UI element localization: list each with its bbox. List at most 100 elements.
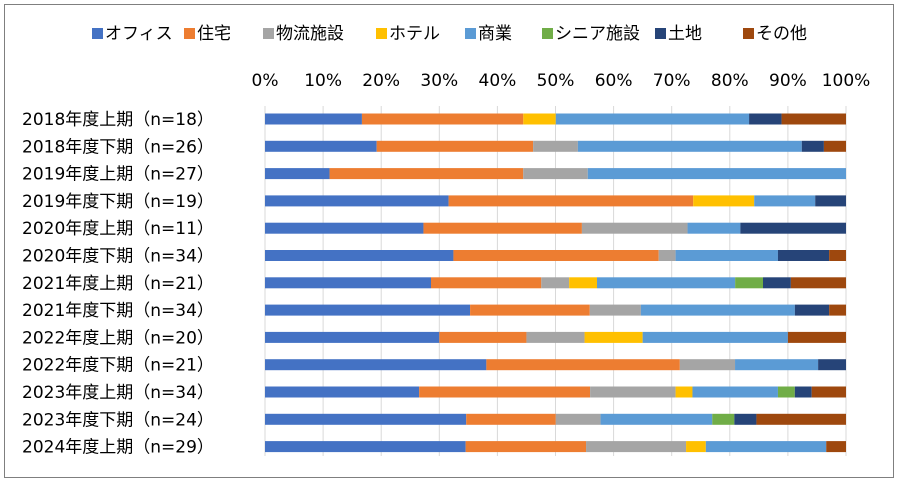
bar-segment-r5-s4: [675, 250, 778, 261]
bar-segment-r4-s1: [423, 222, 582, 234]
bar-segment-r7-s0: [265, 304, 471, 316]
legend-label-7: その他: [756, 24, 807, 44]
bar-segment-r7-s2: [589, 304, 641, 316]
bar-segment-r2-s1: [329, 168, 524, 180]
bar-segment-r7-s1: [470, 304, 590, 316]
bar-segment-r5-s6: [777, 250, 830, 261]
legend-swatch-6: [655, 28, 666, 39]
bar-segment-r0-s1: [361, 113, 524, 125]
category-label-2: 2019年度上期（n=27）: [22, 165, 214, 185]
bar-segment-r12-s4: [705, 441, 827, 453]
bar-segment-r4-s6: [740, 222, 846, 234]
bar-segment-r0-s6: [749, 113, 782, 125]
legend-swatch-2: [263, 28, 274, 39]
bar-segment-r11-s1: [466, 413, 556, 425]
category-label-9: 2022年度下期（n=21）: [22, 356, 214, 376]
bar-segment-r10-s6: [794, 386, 812, 398]
category-label-12: 2024年度上期（n=29）: [22, 438, 214, 458]
category-label-6: 2021年度上期（n=21）: [22, 274, 214, 294]
category-label-7: 2021年度下期（n=34）: [22, 301, 214, 321]
legend-swatch-4: [465, 28, 476, 39]
legend-label-3: ホテル: [389, 24, 440, 44]
bar-segment-r7-s7: [829, 304, 846, 316]
category-label-5: 2020年度下期（n=34）: [22, 247, 214, 267]
bar-segment-r1-s4: [577, 140, 802, 152]
bar-segment-r10-s0: [265, 386, 420, 398]
x-tick-label-10: 100%: [822, 71, 871, 91]
bar-segment-r11-s6: [734, 413, 757, 425]
bar-segment-r8-s1: [439, 331, 527, 343]
category-label-8: 2022年度上期（n=20）: [22, 328, 214, 348]
legend-swatch-1: [184, 28, 195, 39]
bar-segment-r3-s4: [754, 195, 816, 207]
category-label-0: 2018年度上期（n=18）: [22, 110, 214, 130]
chart-frame: [4, 4, 894, 478]
bar-segment-r11-s2: [555, 413, 601, 425]
bar-segment-r10-s7: [811, 386, 846, 398]
bar-segment-r1-s2: [533, 140, 578, 152]
bar-segment-r7-s6: [794, 304, 830, 316]
bar-segment-r3-s0: [265, 195, 449, 207]
bar-segment-r5-s7: [829, 250, 846, 261]
legend-label-5: シニア施設: [555, 24, 640, 44]
legend: オフィス 住宅 物流施設 ホテル 商業 シニア施設 土地 その他: [92, 24, 807, 44]
bar-segment-r6-s6: [763, 277, 791, 289]
bar-segment-r8-s2: [526, 331, 585, 343]
bar-segment-r1-s0: [265, 140, 377, 152]
bar-segment-r7-s4: [640, 304, 795, 316]
bar-segment-r1-s7: [823, 140, 846, 152]
bar-segment-r11-s7: [756, 413, 846, 425]
bar-segment-r0-s3: [523, 113, 556, 125]
bar-segment-r9-s4: [735, 359, 819, 371]
bar-segment-r8-s3: [584, 331, 643, 343]
bar-segment-r9-s0: [265, 359, 487, 371]
bar-segment-r12-s1: [465, 441, 587, 453]
bar-segment-r6-s1: [431, 277, 542, 289]
x-tick-label-6: 60%: [595, 71, 633, 91]
bar-segment-r6-s0: [265, 277, 431, 289]
legend-label-6: 土地: [668, 24, 702, 44]
bar-segment-r10-s5: [777, 386, 795, 398]
legend-swatch-7: [743, 28, 754, 39]
legend-label-0: オフィス: [105, 24, 173, 44]
bar-segment-r8-s4: [642, 331, 788, 343]
bar-segment-r6-s4: [597, 277, 736, 289]
bar-segment-r1-s6: [801, 140, 824, 152]
bar-segment-r12-s7: [826, 441, 846, 453]
bars: [265, 113, 846, 453]
bar-segment-r0-s0: [265, 113, 362, 125]
bar-segment-r5-s1: [453, 250, 659, 261]
category-label-1: 2018年度下期（n=26）: [22, 137, 214, 157]
category-label-11: 2023年度下期（n=24）: [22, 410, 214, 430]
legend-swatch-0: [92, 28, 103, 39]
legend-label-2: 物流施設: [276, 24, 344, 44]
x-tick-label-4: 40%: [479, 71, 517, 91]
x-tick-label-0: 0%: [252, 71, 279, 91]
bar-segment-r11-s4: [600, 413, 713, 425]
bar-segment-r10-s1: [419, 386, 591, 398]
category-label-4: 2020年度上期（n=11）: [22, 219, 214, 239]
legend-label-4: 商業: [478, 24, 512, 44]
bar-segment-r12-s0: [265, 441, 466, 453]
bar-segment-r9-s6: [818, 359, 846, 371]
bar-segment-r10-s4: [692, 386, 778, 398]
bar-segment-r6-s7: [790, 277, 846, 289]
x-axis-ticks: 0% 10% 20% 30% 40% 50% 60% 70% 80% 90% 100%: [252, 71, 871, 91]
bar-segment-r0-s7: [781, 113, 846, 125]
x-tick-label-3: 30%: [420, 71, 458, 91]
bar-segment-r1-s1: [376, 140, 534, 152]
bar-segment-r8-s0: [265, 331, 440, 343]
x-tick-label-5: 50%: [537, 71, 575, 91]
legend-swatch-5: [542, 28, 553, 39]
bar-segment-r6-s3: [569, 277, 597, 289]
bar-segment-r3-s1: [448, 195, 694, 207]
bar-segment-r11-s0: [265, 413, 467, 425]
bar-segment-r10-s3: [675, 386, 693, 398]
category-label-3: 2019年度下期（n=19）: [22, 192, 214, 212]
category-label-10: 2023年度上期（n=34）: [22, 383, 214, 403]
bar-segment-r4-s4: [687, 222, 741, 234]
x-tick-label-8: 80%: [711, 71, 749, 91]
bar-segment-r6-s2: [541, 277, 570, 289]
bar-segment-r5-s0: [265, 250, 454, 261]
